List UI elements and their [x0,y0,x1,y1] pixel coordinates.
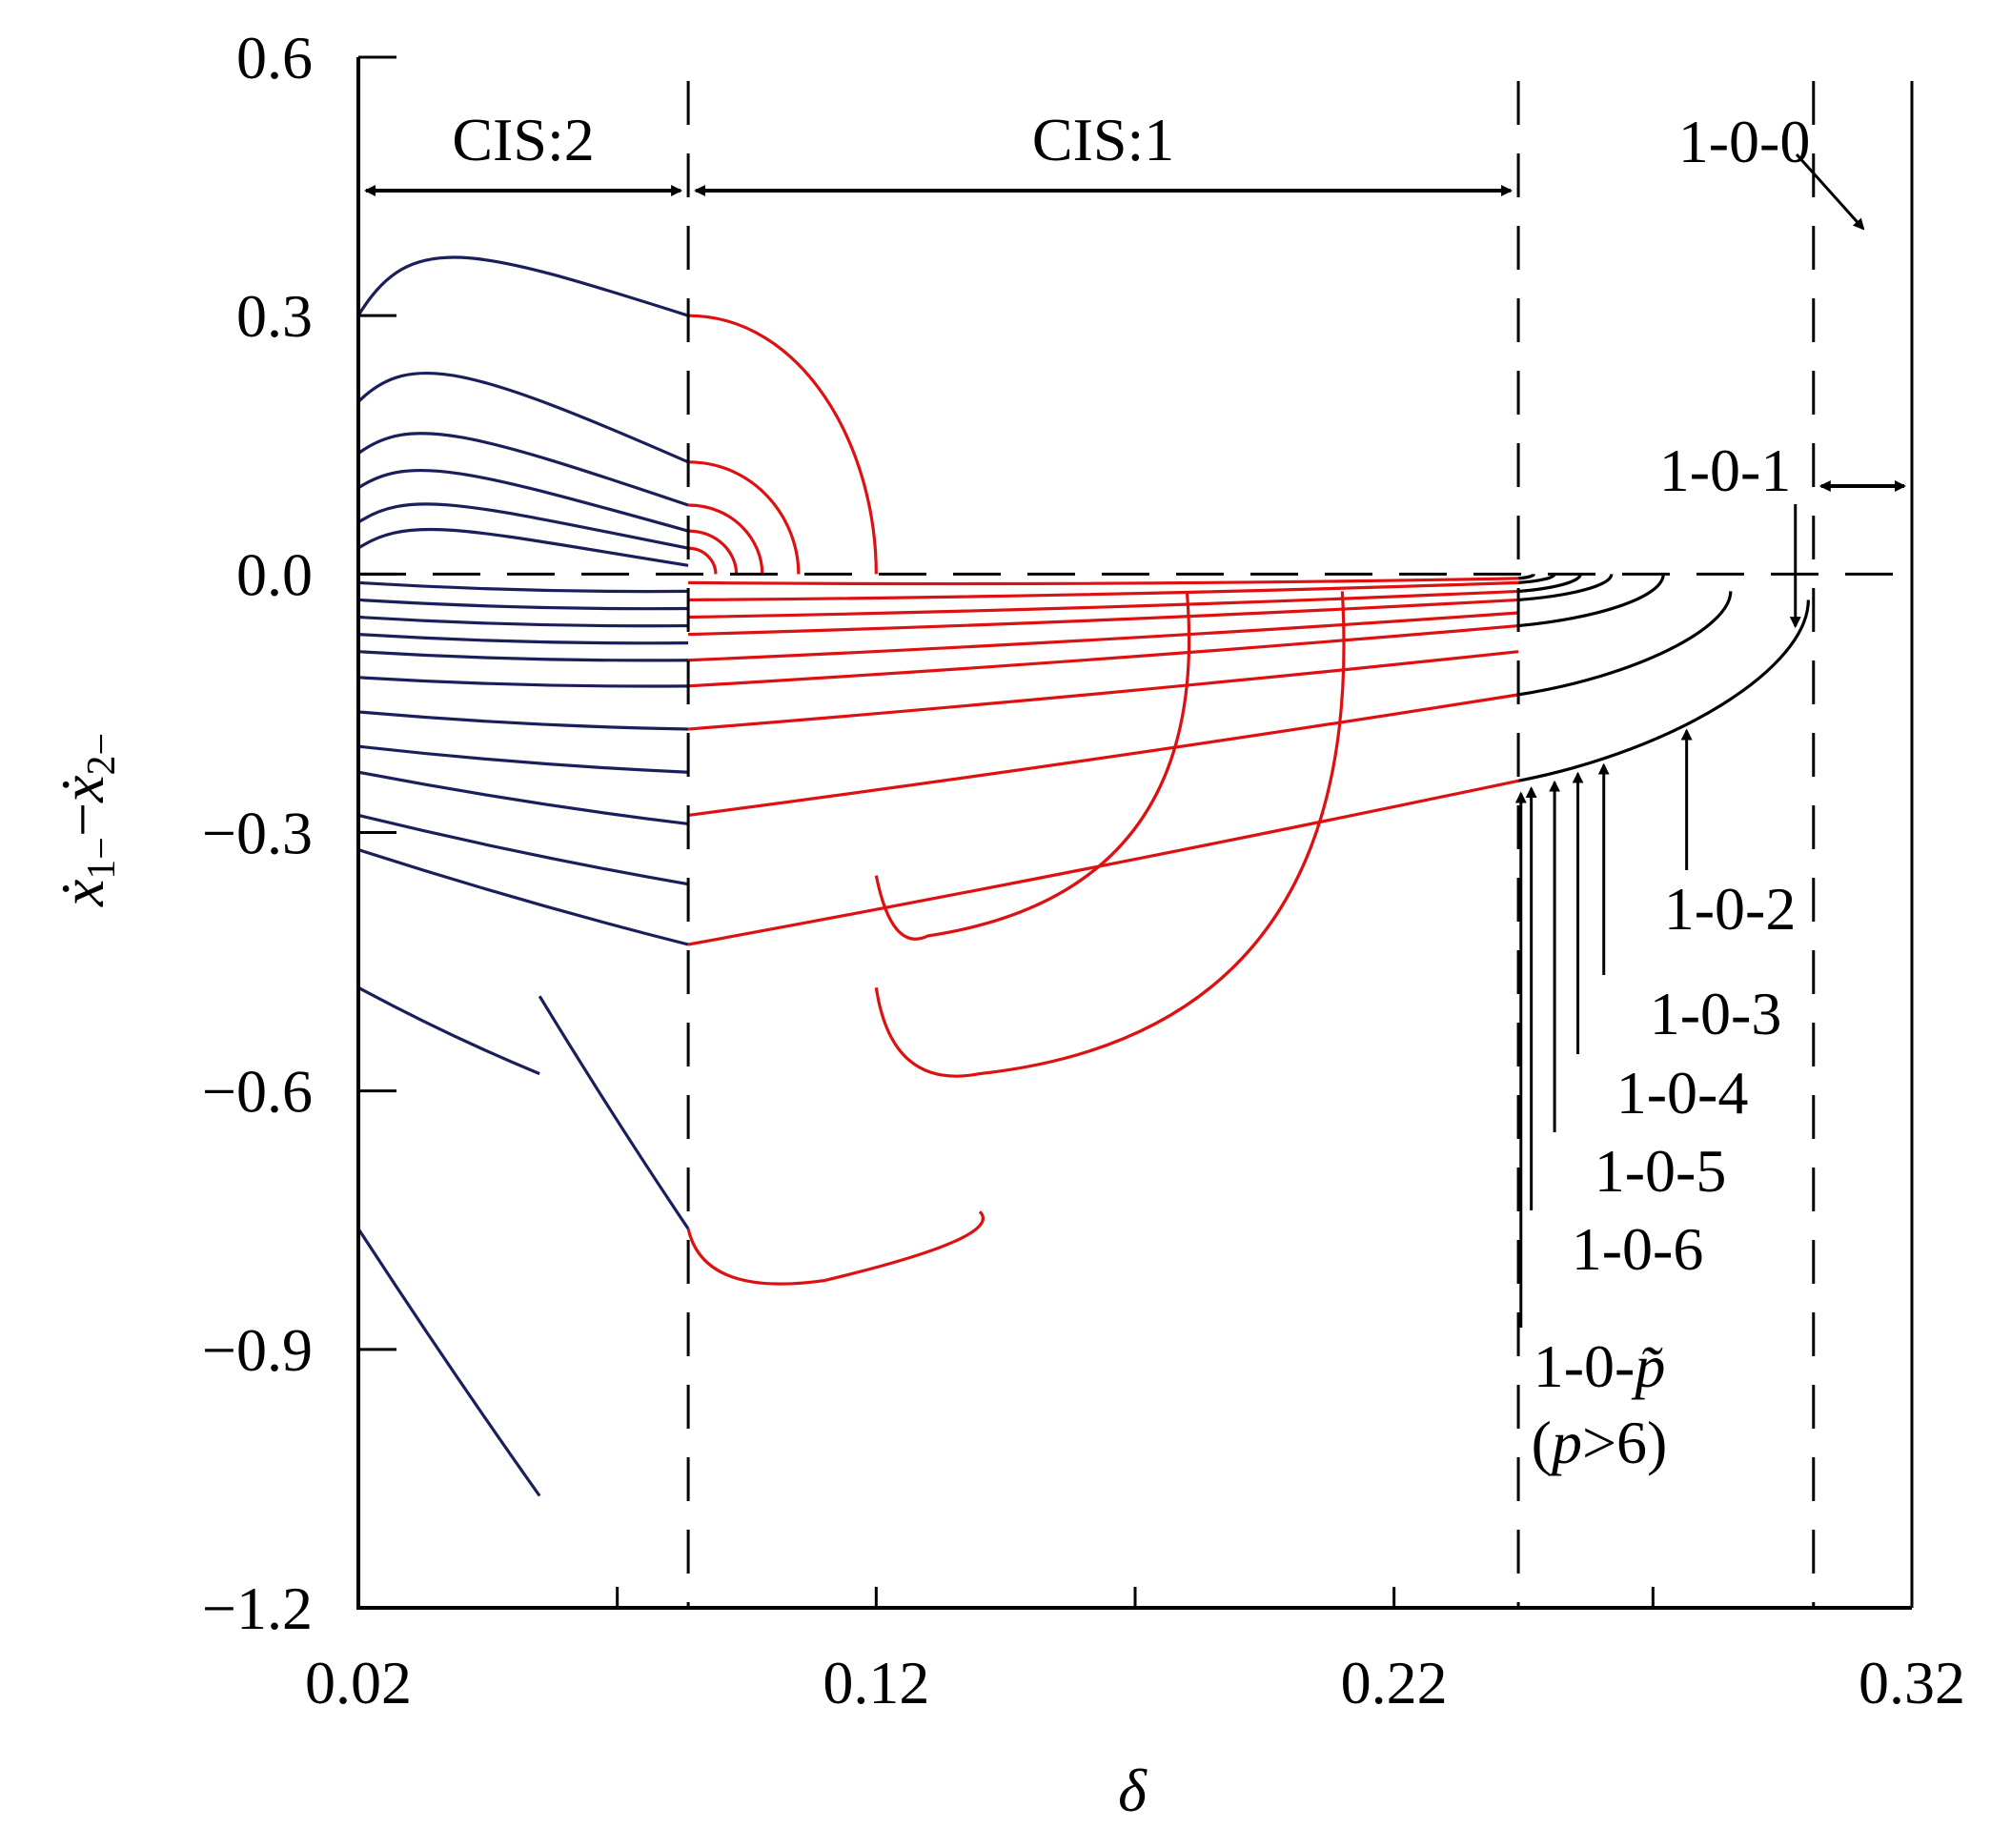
trajectory-line [357,676,689,688]
trajectory-arc [687,546,718,575]
trajectory-line [357,710,689,731]
trajectory-curve [1517,574,1665,628]
trajectory-curves [356,255,1810,1497]
annotation-note-open: ( [1532,1409,1552,1476]
x-ticks [356,1587,1914,1608]
trajectory-arc [688,314,878,575]
x-axis-label: δ [1118,1757,1148,1824]
region-label: CIS:2 [452,106,594,173]
trajectory-arc [357,527,689,567]
x-tick-label: 0.12 [823,1649,929,1716]
y-tick-label: 0.3 [236,282,313,350]
y-tick-label: 0.6 [236,24,313,91]
trajectory-curve [1517,573,1535,580]
trajectory-curve [1517,573,1614,602]
trajectory-line [357,598,689,611]
trajectory-line [688,589,1519,619]
trajectory-line [688,580,1519,602]
y-tick-label: 0.0 [236,540,313,608]
trajectory-arc [356,371,689,464]
trajectory-curve [1517,573,1582,594]
annotation-label: 1-0-3 [1650,980,1782,1047]
y-tick-label: −0.3 [202,800,313,867]
y-tick-labels: 0.6 0.3 0.0 −0.3 −0.6 −0.9 −1.2 [202,24,313,1642]
x-tick-label: 0.02 [305,1649,412,1716]
trajectory-line [357,650,689,662]
region-annotations: CIS:2 CIS:1 1-0-0 [364,106,1906,492]
annotation-note: (p>6) [1532,1409,1668,1476]
trajectory-loop [874,591,1346,1078]
point-annotations: 1-0-1 1-0-2 1-0-3 1-0-4 1-0-5 1-0-6 1-0-p̃ (p>6… [1514,437,1801,1476]
trajectory-line [356,1228,541,1497]
y-ticks [358,55,396,1610]
annotation-label-main: 1-0- [1534,1332,1635,1400]
trajectory-arc [688,529,739,575]
region-pointer-arrow [1795,152,1865,231]
y-label-minus: − [49,802,116,837]
trajectory-line [357,615,689,628]
svg-text:ẋ1−−ẋ2−: ẋ1−−ẋ2− [49,733,124,907]
trajectory-line [688,598,1519,637]
trajectory-arc [357,432,689,507]
trajectory-line [357,633,689,645]
y-label-sub1: 1− [80,837,124,880]
y-tick-label: −1.2 [202,1574,313,1642]
annotation-label-symbol: p̃ [1631,1332,1665,1400]
region-label: CIS:1 [1032,106,1174,173]
y-tick-label: −0.9 [202,1316,313,1384]
trajectory-line [687,650,1519,731]
trajectory-loop [874,591,1191,941]
trajectory-line [357,770,689,826]
y-tick-label: −0.6 [202,1058,313,1126]
annotation-label: 1-0-2 [1664,875,1797,943]
annotation-label: 1-0-5 [1595,1137,1727,1205]
trajectory-line [357,848,689,946]
annotation-label: 1-0-6 [1572,1215,1704,1283]
trajectory-line [538,995,690,1230]
trajectory-line [688,577,1519,586]
trajectory-loop [686,1210,985,1286]
annotation-label: 1-0-p̃ [1534,1332,1666,1400]
annotation-note-rest: >6) [1582,1409,1667,1476]
trajectory-line [357,813,689,886]
trajectory-arc [688,503,764,575]
x-tick-labels: 0.02 0.12 0.22 0.32 [305,1649,1965,1716]
trajectory-arc [356,255,689,317]
region-boundaries [358,81,1912,1608]
y-label-x2: ẋ [49,775,116,803]
y-axis-label: ẋ1−−ẋ2− [49,733,124,907]
trajectory-line [357,744,689,774]
x-tick-label: 0.32 [1859,1649,1965,1716]
trajectory-line [357,580,689,594]
trajectory-arc [357,502,689,550]
trajectory-curve [1517,591,1733,697]
region-label: 1-0-0 [1678,108,1811,175]
trajectory-arc [357,468,689,533]
trajectory-line [357,985,540,1076]
trajectory-line [688,611,1519,662]
trajectory-line [687,779,1519,946]
y-label-x1: ẋ [49,879,116,907]
annotation-label: 1-0-4 [1616,1059,1749,1127]
x-tick-label: 0.22 [1341,1649,1448,1716]
trajectory-line [687,693,1519,818]
annotation-label: 1-0-1 [1659,437,1792,504]
trajectory-line [688,623,1519,688]
trajectory-arc [688,460,801,575]
trajectory-curve [1517,599,1810,782]
annotation-note-symbol: p [1548,1409,1582,1476]
y-label-sub2: 2− [80,733,124,776]
